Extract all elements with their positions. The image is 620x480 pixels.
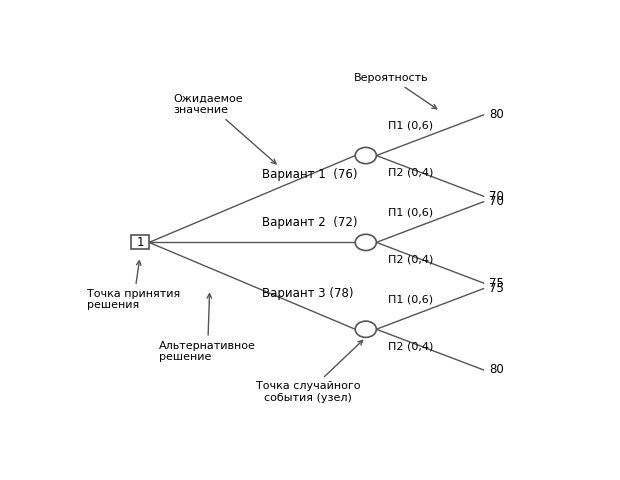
- Text: П2 (0,4): П2 (0,4): [388, 168, 434, 178]
- Text: 80: 80: [489, 108, 504, 121]
- Circle shape: [355, 234, 376, 251]
- Text: 70: 70: [489, 190, 504, 203]
- Text: 70: 70: [489, 195, 504, 208]
- Circle shape: [355, 321, 376, 337]
- Text: Вероятность: Вероятность: [354, 73, 436, 109]
- Text: Ожидаемое
значение: Ожидаемое значение: [174, 93, 276, 164]
- Text: Вариант 2  (72): Вариант 2 (72): [262, 216, 358, 229]
- Text: 80: 80: [489, 363, 504, 376]
- Text: Точка принятия
решения: Точка принятия решения: [87, 261, 180, 311]
- Text: П2 (0,4): П2 (0,4): [388, 254, 434, 264]
- Text: 1: 1: [136, 236, 144, 249]
- Text: П1 (0,6): П1 (0,6): [388, 208, 433, 217]
- Text: 75: 75: [489, 282, 504, 295]
- Text: П1 (0,6): П1 (0,6): [388, 295, 433, 304]
- Text: Вариант 3 (78): Вариант 3 (78): [262, 287, 354, 300]
- Text: Вариант 1  (76): Вариант 1 (76): [262, 168, 358, 181]
- Circle shape: [355, 147, 376, 164]
- Text: 75: 75: [489, 276, 504, 289]
- Text: П2 (0,4): П2 (0,4): [388, 341, 434, 351]
- FancyBboxPatch shape: [131, 235, 149, 250]
- Text: П1 (0,6): П1 (0,6): [388, 121, 433, 131]
- Text: Альтернативное
решение: Альтернативное решение: [159, 294, 256, 362]
- Text: Точка случайного
события (узел): Точка случайного события (узел): [256, 340, 363, 403]
